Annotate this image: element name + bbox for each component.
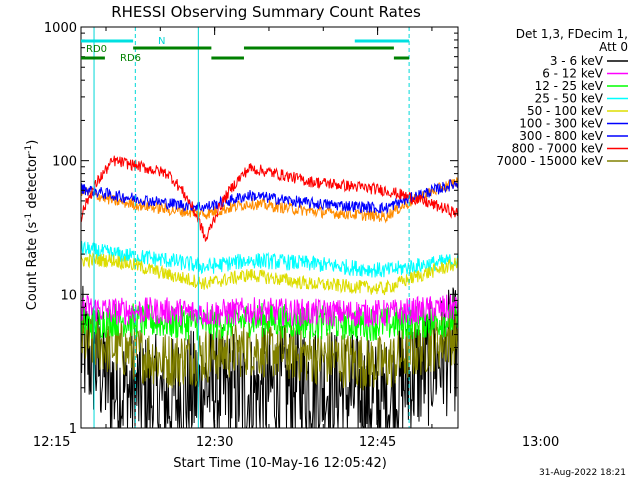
plot-frame (80, 26, 459, 429)
legend-label-4: 25 - 50 keV (535, 92, 604, 106)
series-line-3 (80, 301, 459, 342)
legend-label-8: 800 - 7000 keV (512, 142, 604, 156)
x-tick-label: 12:15 (33, 435, 70, 450)
footer-date: 31-Aug-2022 18:21 (539, 468, 626, 478)
legend-label-3: 12 - 25 keV (535, 79, 604, 93)
y-label-main: Count Rate (s (25, 222, 40, 311)
x-tick-label: 12:30 (196, 435, 233, 450)
y-tick-label: 1000 (44, 21, 77, 36)
x-tick-label: 12:45 (359, 435, 396, 450)
tick-labels: 110100100012:1512:3012:4513:0013:1513:30… (33, 21, 559, 450)
legend-label-2: 6 - 12 keV (542, 67, 604, 81)
series-line-6 (80, 179, 459, 215)
legend-header-line2: Att 0 (599, 40, 628, 54)
x-tick-label: 13:00 (522, 435, 559, 450)
chart-title: RHESSI Observing Summary Count Rates (111, 3, 421, 21)
flag-label-n: N (158, 36, 165, 47)
y-tick-label: 1 (69, 422, 77, 437)
series-line-5 (80, 252, 459, 296)
legend-label-7: 300 - 800 keV (519, 129, 603, 143)
flag-label-rd6: RD6 (120, 53, 141, 64)
y-label-sup1: -1 (24, 213, 34, 222)
series-line-orange (80, 177, 459, 224)
y-label-end: ) (25, 140, 40, 145)
flag-bars: N RD0 RD6 (81, 36, 410, 64)
y-tick-label: 10 (60, 288, 77, 303)
legend-label-9: 7000 - 15000 keV (496, 154, 603, 168)
legend-header-line1: Det 1,3, FDecim 1, (516, 27, 628, 41)
axes-frame (80, 26, 459, 429)
y-axis-label: Count Rate (s-1 detector-1) (24, 140, 40, 311)
flag-label-rd0: RD0 (86, 44, 107, 55)
legend-label-1: 3 - 6 keV (550, 54, 604, 68)
series-line-4 (80, 240, 459, 278)
y-label-sup2: -1 (24, 145, 34, 154)
series-layer (80, 155, 459, 430)
y-tick-label: 100 (52, 155, 77, 170)
series-line-8 (80, 155, 459, 242)
x-axis-label: Start Time (10-May-16 12:05:42) (173, 456, 387, 471)
series-line-2 (80, 294, 459, 328)
y-label-mid: detector (25, 153, 40, 213)
legend-label-6: 100 - 300 keV (519, 117, 603, 131)
legend-label-5: 50 - 100 keV (527, 104, 604, 118)
